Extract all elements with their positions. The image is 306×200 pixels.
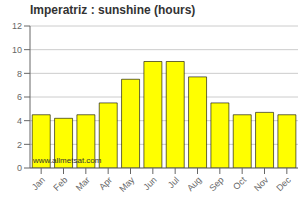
svg-text:Sep: Sep xyxy=(207,175,225,193)
svg-text:May: May xyxy=(117,175,136,194)
svg-text:8: 8 xyxy=(17,69,22,79)
svg-text:6: 6 xyxy=(17,92,22,102)
svg-text:2: 2 xyxy=(17,140,22,150)
svg-text:Apr: Apr xyxy=(97,175,114,192)
svg-text:12: 12 xyxy=(12,21,22,31)
svg-text:0: 0 xyxy=(17,163,22,173)
svg-text:10: 10 xyxy=(12,45,22,55)
svg-text:Jun: Jun xyxy=(141,175,158,192)
html-text:Imperatriz : sunshine (hours): Imperatriz : sunshine (hours) xyxy=(30,3,196,17)
html-text:www.allmetsat.com: www.allmetsat.com xyxy=(33,156,102,165)
svg-text:4: 4 xyxy=(17,116,22,126)
svg-text:Feb: Feb xyxy=(51,175,69,193)
svg-text:Dec: Dec xyxy=(274,175,293,194)
svg-text:Jan: Jan xyxy=(30,175,47,192)
svg-text:Mar: Mar xyxy=(74,175,92,193)
svg-text:Nov: Nov xyxy=(252,175,271,194)
svg-text:Aug: Aug xyxy=(185,175,203,193)
svg-text:Jul: Jul xyxy=(166,175,181,190)
svg-text:Oct: Oct xyxy=(231,175,248,192)
